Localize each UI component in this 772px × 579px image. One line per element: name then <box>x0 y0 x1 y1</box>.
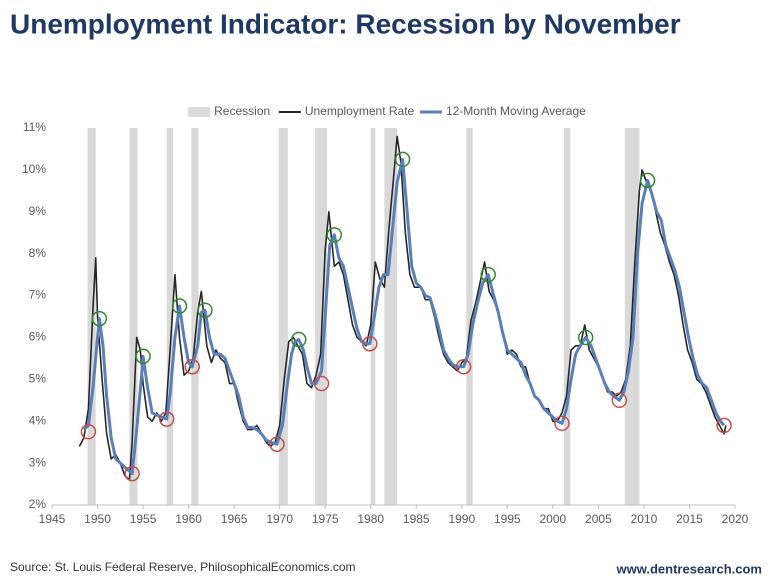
source: Source: St. Louis Federal Reserve, Philo… <box>10 560 356 574</box>
turning-point-marker <box>184 359 200 375</box>
legend-label: 12-Month Moving Average <box>446 104 586 118</box>
x-tick-label: 1985 <box>403 512 430 526</box>
turning-point-marker <box>171 298 188 314</box>
turning-point-marker <box>362 335 378 352</box>
recession-band <box>315 128 328 505</box>
turning-point-marker <box>80 423 97 440</box>
recession-band <box>191 128 199 505</box>
x-tick-label: 1970 <box>266 512 293 526</box>
y-tick-label: 4% <box>29 413 47 427</box>
y-tick-label: 9% <box>29 204 47 218</box>
turning-point-marker <box>313 375 330 392</box>
x-tick-label: 1960 <box>175 512 202 526</box>
x-tick-label: 2015 <box>676 512 703 526</box>
x-tick-label: 1990 <box>448 512 475 526</box>
turning-point-marker <box>577 329 594 346</box>
y-tick-label: 8% <box>29 246 47 260</box>
turning-point-marker <box>91 310 108 327</box>
turning-point-marker <box>158 411 175 427</box>
turning-point-marker <box>455 359 472 375</box>
recession-band <box>129 128 138 505</box>
turning-point-marker <box>197 302 213 318</box>
turning-point-marker <box>326 227 343 243</box>
y-tick-label: 6% <box>29 330 47 344</box>
turning-point-marker <box>135 348 151 365</box>
x-tick-label: 1955 <box>130 512 157 526</box>
x-tick-label: 2005 <box>585 512 612 526</box>
series-line <box>82 157 726 476</box>
x-tick-label: 1950 <box>84 512 111 526</box>
turning-point-marker <box>291 331 307 348</box>
x-tick-label: 2010 <box>631 512 658 526</box>
x-tick-label: 2000 <box>540 512 567 526</box>
y-tick-label: 11% <box>23 120 46 134</box>
x-tick-label: 1975 <box>312 512 339 526</box>
recession-band <box>278 128 288 505</box>
recession-band <box>384 128 398 505</box>
legend-swatch <box>188 107 211 117</box>
turning-point-marker <box>124 465 140 482</box>
y-tick-label: 10% <box>22 162 46 176</box>
credit: www.dentresearch.com <box>616 561 762 576</box>
chart-title: Unemployment Indicator: Recession by Nov… <box>10 8 681 39</box>
turning-point-marker <box>269 436 285 453</box>
x-tick-label: 1965 <box>221 512 248 526</box>
y-tick-label: 7% <box>29 288 47 302</box>
legend-label: Unemployment Rate <box>305 104 415 118</box>
recession-band <box>466 128 473 505</box>
x-tick-label: 2020 <box>722 512 749 526</box>
turning-point-marker <box>394 151 411 168</box>
turning-point-marker <box>716 417 732 434</box>
y-tick-label: 5% <box>29 372 47 386</box>
turning-point-marker <box>480 266 496 283</box>
x-tick-label: 1980 <box>357 512 384 526</box>
recession-band <box>166 128 174 505</box>
legend-label: Recession <box>214 104 270 118</box>
turning-point-marker <box>554 415 570 432</box>
series-line <box>78 135 727 481</box>
y-tick-label: 3% <box>29 455 47 469</box>
y-tick-label: 2% <box>29 497 47 511</box>
x-tick-label: 1995 <box>494 512 521 526</box>
turning-point-marker <box>639 172 656 189</box>
recession-band <box>87 128 96 505</box>
turning-point-marker <box>611 392 628 409</box>
recession-band <box>563 128 571 505</box>
x-tick-label: 1945 <box>39 512 66 526</box>
